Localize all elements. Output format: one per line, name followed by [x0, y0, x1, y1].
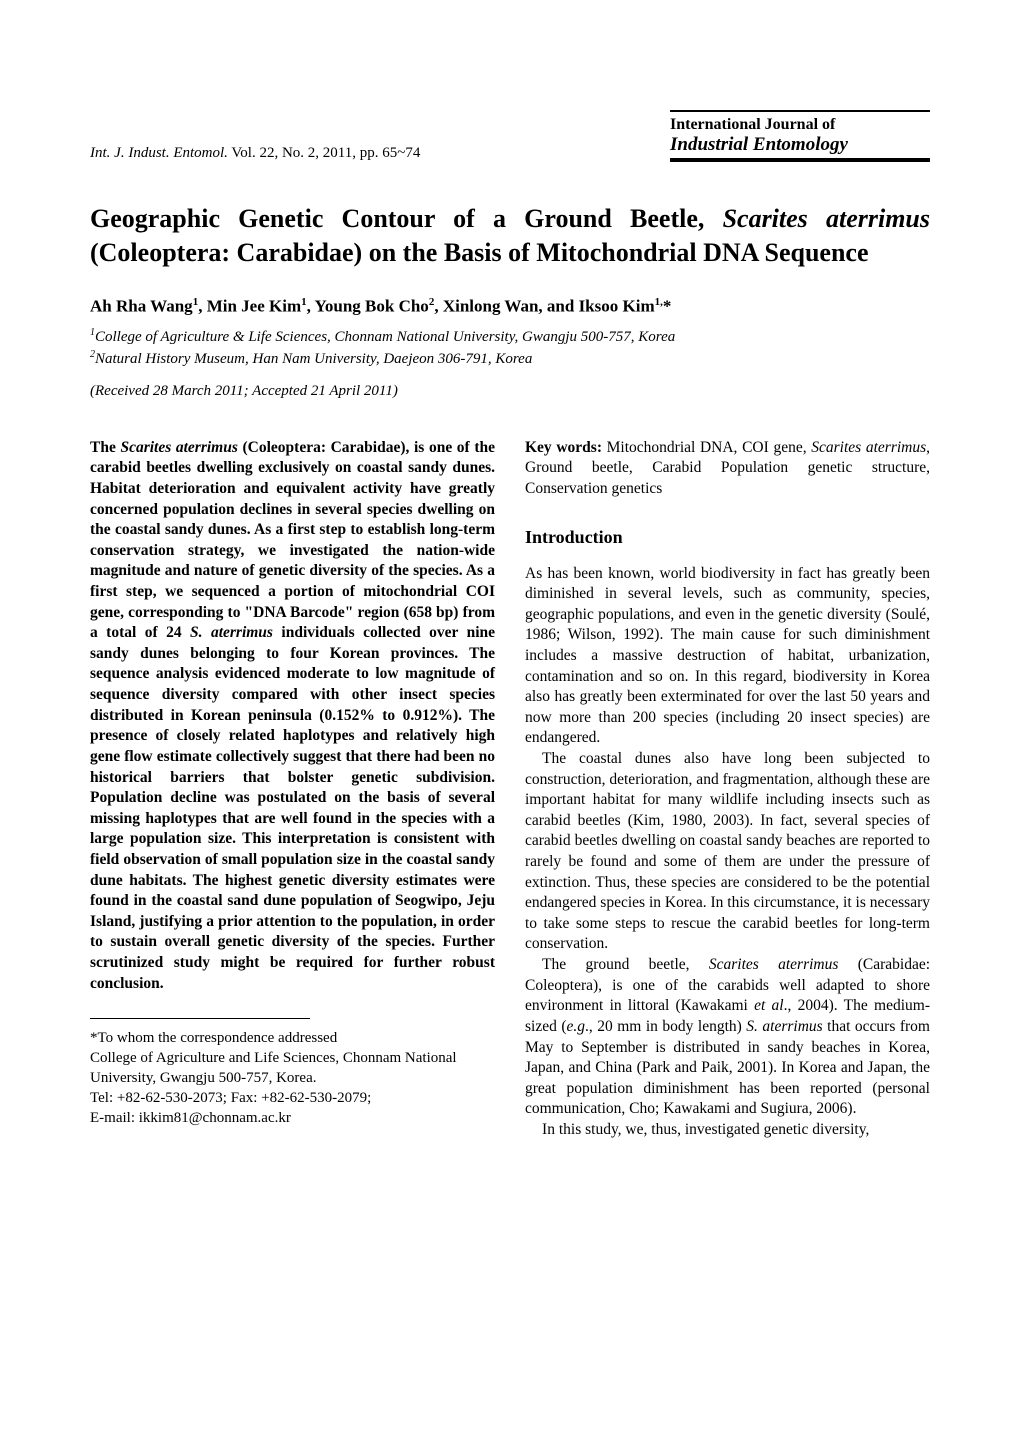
keywords-sci: Scarites aterrimus [811, 439, 926, 456]
author-4: , Xinlong Wan, and Iksoo Kim [434, 296, 654, 315]
journal-ref-italic: Int. J. Indust. Entomol. [90, 145, 228, 161]
two-column-body: The Scarites aterrimus (Coleoptera: Cara… [90, 438, 930, 1141]
p3sci1: Scarites aterrimus [709, 956, 839, 973]
intro-p2: The coastal dunes also have long been su… [525, 749, 930, 955]
intro-p4: In this study, we, thus, investigated ge… [525, 1120, 930, 1141]
abstract-sci1: Scarites aterrimus [120, 439, 237, 456]
introduction-heading: Introduction [525, 526, 930, 550]
authors-line: Ah Rha Wang1, Min Jee Kim1, Young Bok Ch… [90, 296, 930, 317]
affiliations: 1College of Agriculture & Life Sciences,… [90, 326, 930, 369]
title-part2: (Coleoptera: Carabidae) on the Basis of … [90, 238, 869, 267]
abstract-text: The Scarites aterrimus (Coleoptera: Cara… [90, 438, 495, 994]
keywords-block: Key words: Mitochondrial DNA, COI gene, … [525, 438, 930, 500]
p3a: The ground beetle, [542, 956, 709, 973]
p3eg: e.g [567, 1018, 586, 1035]
author-4-sup: 1, [655, 296, 663, 308]
affil-1-text: College of Agriculture & Life Sciences, … [95, 329, 675, 345]
left-column: The Scarites aterrimus (Coleoptera: Cara… [90, 438, 495, 1141]
keywords-t1: Mitochondrial DNA, COI gene, [602, 439, 811, 456]
p3d: ., 20 mm in body length) [585, 1018, 746, 1035]
abstract-p1c: individuals collected over nine sandy du… [90, 624, 495, 991]
intro-p3: The ground beetle, Scarites aterrimus (C… [525, 955, 930, 1120]
journal-name-block: International Journal of Industrial Ento… [670, 110, 930, 162]
received-dates: (Received 28 March 2011; Accepted 21 Apr… [90, 383, 930, 400]
introduction-body: As has been known, world biodiversity in… [525, 564, 930, 1141]
p3etal: et al [754, 997, 784, 1014]
author-3: , Young Bok Cho [307, 296, 429, 315]
article-title: Geographic Genetic Contour of a Ground B… [90, 202, 930, 270]
footnote-line2: College of Agriculture and Life Sciences… [90, 1049, 495, 1089]
header-row: Int. J. Indust. Entomol. Vol. 22, No. 2,… [90, 110, 930, 162]
correspondence-footnote: *To whom the correspondence addressed Co… [90, 1029, 495, 1129]
affiliation-2: 2Natural History Museum, Han Nam Univers… [90, 348, 930, 369]
corresponding-star: * [663, 296, 672, 315]
journal-reference: Int. J. Indust. Entomol. Vol. 22, No. 2,… [90, 144, 420, 162]
author-2: , Min Jee Kim [198, 296, 301, 315]
affiliation-1: 1College of Agriculture & Life Sciences,… [90, 326, 930, 347]
journal-name-line2: Industrial Entomology [670, 134, 930, 156]
right-column: Key words: Mitochondrial DNA, COI gene, … [525, 438, 930, 1141]
abstract-p1b: (Coleoptera: Carabidae), is one of the c… [90, 439, 495, 641]
journal-name-line1: International Journal of [670, 116, 930, 134]
footnote-line4: E-mail: ikkim81@chonnam.ac.kr [90, 1109, 495, 1129]
footnote-line3: Tel: +82-62-530-2073; Fax: +82-62-530-20… [90, 1089, 495, 1109]
intro-p1: As has been known, world biodiversity in… [525, 564, 930, 749]
affil-2-text: Natural History Museum, Han Nam Universi… [95, 351, 532, 367]
p3sci2: S. aterrimus [746, 1018, 822, 1035]
footnote-line1: *To whom the correspondence addressed [90, 1029, 495, 1049]
footnote-separator [90, 1018, 310, 1019]
abstract-p1a: The [90, 439, 120, 456]
keywords-label: Key words: [525, 439, 602, 456]
journal-ref-rest: Vol. 22, No. 2, 2011, pp. 65~74 [228, 145, 420, 161]
title-part1: Geographic Genetic Contour of a Ground B… [90, 204, 723, 233]
title-scientific-name: Scarites aterrimus [723, 204, 930, 233]
author-1: Ah Rha Wang [90, 296, 193, 315]
abstract-sci2: S. aterrimus [190, 624, 273, 641]
